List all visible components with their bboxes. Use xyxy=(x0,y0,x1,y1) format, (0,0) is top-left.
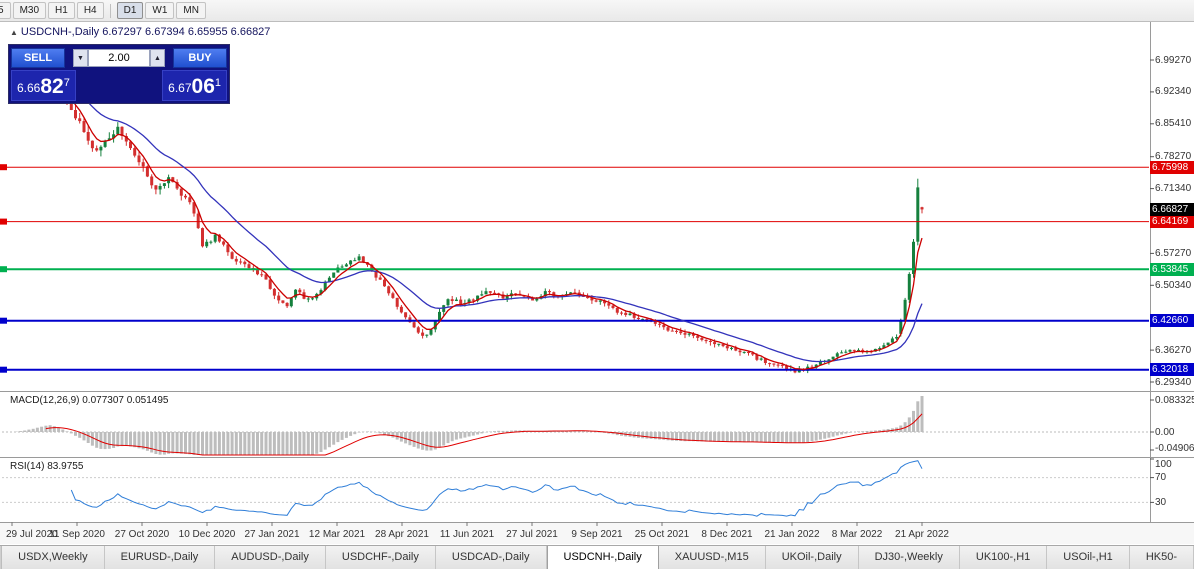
chart-tab-hk50-[interactable]: HK50- xyxy=(1130,546,1194,569)
chart-tab-uk100-h1[interactable]: UK100-,H1 xyxy=(960,546,1048,569)
ma-fast-line xyxy=(11,71,923,371)
rsi-line xyxy=(70,460,923,517)
timeframe-button-5[interactable]: 5 xyxy=(0,2,11,19)
volume-input[interactable]: 2.00 xyxy=(88,49,150,67)
timeframe-button-w1[interactable]: W1 xyxy=(145,2,175,19)
level-marker-icon xyxy=(0,266,7,273)
buy-price-sup: 1 xyxy=(214,77,221,89)
chart-tab-usoil-h1[interactable]: USOil-,H1 xyxy=(1047,546,1130,569)
buy-button[interactable]: BUY xyxy=(173,48,227,68)
level-marker-icon xyxy=(0,366,7,373)
sell-price-sup: 7 xyxy=(63,77,70,89)
ma-slow-line xyxy=(11,82,923,363)
volume-decrease-button[interactable]: ▼ xyxy=(73,49,88,67)
timeframe-button-d1[interactable]: D1 xyxy=(116,2,144,19)
buy-price[interactable]: 6.67 06 1 xyxy=(162,70,227,101)
chart-tab-usdcnh-daily[interactable]: USDCNH-,Daily xyxy=(546,546,659,569)
macd-signal-line xyxy=(45,413,923,456)
quote-text: USDCNH-,Daily 6.67297 6.67394 6.65955 6.… xyxy=(20,26,271,38)
trade-widget-prices: 6.66 82 7 6.67 06 1 xyxy=(9,69,229,102)
timeframe-button-mn[interactable]: MN xyxy=(176,2,206,19)
volume-increase-button[interactable]: ▲ xyxy=(150,49,165,67)
chart-tab-dj30-weekly[interactable]: DJ30-,Weekly xyxy=(859,546,960,569)
chart-tab-xauusd-m15[interactable]: XAUUSD-,M15 xyxy=(659,546,766,569)
chart-tab-eurusd-daily[interactable]: EURUSD-,Daily xyxy=(105,546,216,569)
timeframe-button-h4[interactable]: H4 xyxy=(76,2,104,19)
quote-line: ▲ USDCNH-,Daily 6.67297 6.67394 6.65955 6… xyxy=(10,26,270,38)
level-marker-icon xyxy=(0,164,7,171)
chart-tab-usdcad-daily[interactable]: USDCAD-,Daily xyxy=(436,546,547,569)
candles-layer xyxy=(10,63,924,374)
toolbar-separator xyxy=(109,3,111,18)
tabbar-corner xyxy=(0,546,3,569)
chart-tab-ukoil-daily[interactable]: UKOil-,Daily xyxy=(766,546,859,569)
chart-tabbar: USDX,Weekly EURUSD-,Daily AUDUSD-,Daily USD… xyxy=(0,545,1194,569)
buy-price-base: 6.67 xyxy=(168,81,192,95)
sell-price-base: 6.66 xyxy=(17,81,41,95)
chart-tab-usdchf-daily[interactable]: USDCHF-,Daily xyxy=(326,546,436,569)
chart-tab-usdx-weekly[interactable]: USDX,Weekly xyxy=(2,546,105,569)
level-marker-icon xyxy=(0,218,7,225)
trade-widget-controls: SELL ▼ 2.00 ▲ BUY xyxy=(9,45,229,69)
sell-button[interactable]: SELL xyxy=(11,48,65,68)
macd-histogram xyxy=(14,396,924,455)
level-marker-icon xyxy=(0,317,7,324)
symbol-direction-icon: ▲ xyxy=(10,28,18,37)
buy-price-big: 06 xyxy=(191,75,215,98)
date-axis-bg xyxy=(0,522,1194,544)
sell-price-big: 82 xyxy=(40,75,64,98)
one-click-trading-widget: SELL ▼ 2.00 ▲ BUY 6.66 82 7 6.67 06 1 xyxy=(8,44,230,104)
sell-price[interactable]: 6.66 82 7 xyxy=(11,70,76,101)
timeframe-button-m30[interactable]: M30 xyxy=(12,2,47,19)
timeframe-button-h1[interactable]: H1 xyxy=(48,2,75,19)
chart-tab-audusd-daily[interactable]: AUDUSD-,Daily xyxy=(215,546,326,569)
